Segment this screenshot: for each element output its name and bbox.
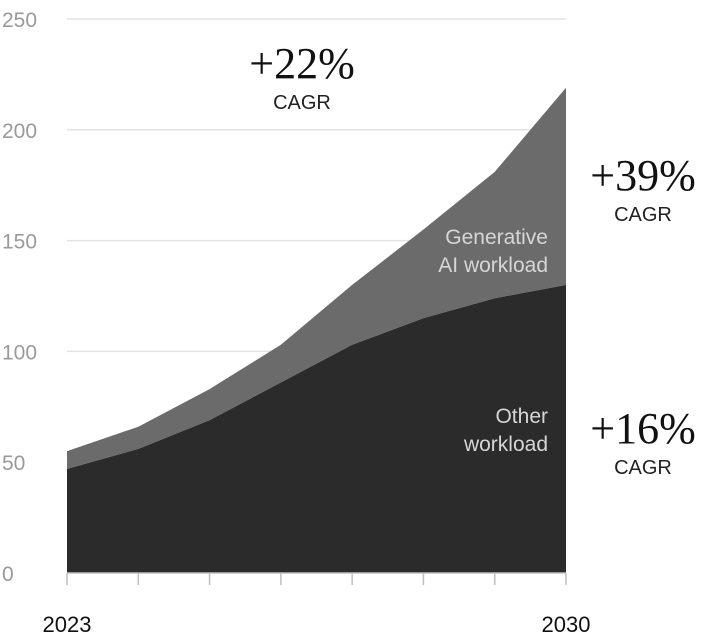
x-axis	[66, 572, 567, 585]
area-series-generative	[67, 87, 566, 469]
other-series-label-line1: Other	[495, 405, 548, 428]
x-tick-label-2023: 2023	[43, 612, 92, 637]
x-tick-label-2030: 2030	[542, 612, 591, 637]
x-axis-ticks: 2023 2030	[43, 612, 591, 637]
y-tick-label-200: 200	[2, 120, 37, 143]
generative-series-label-line2: AI workload	[438, 254, 548, 277]
chart-areas	[67, 87, 566, 573]
y-tick-label-50: 50	[2, 452, 25, 475]
generative-series-label-line1: Generative	[445, 226, 548, 249]
y-tick-label-250: 250	[2, 9, 37, 32]
total-cagr-value: +22%	[249, 39, 354, 88]
area-series-other	[67, 284, 566, 573]
other-series-label-line2: workload	[463, 433, 548, 456]
other-cagr-label: CAGR	[614, 457, 672, 479]
total-cagr-label: CAGR	[273, 92, 331, 114]
y-axis-ticks: 0 50 100 150 200 250	[2, 9, 37, 586]
y-tick-label-150: 150	[2, 231, 37, 254]
generative-cagr-label: CAGR	[614, 204, 672, 226]
y-tick-label-0: 0	[2, 563, 14, 586]
y-tick-label-100: 100	[2, 341, 37, 364]
generative-cagr-value: +39%	[590, 151, 695, 200]
other-cagr-value: +16%	[590, 404, 695, 453]
